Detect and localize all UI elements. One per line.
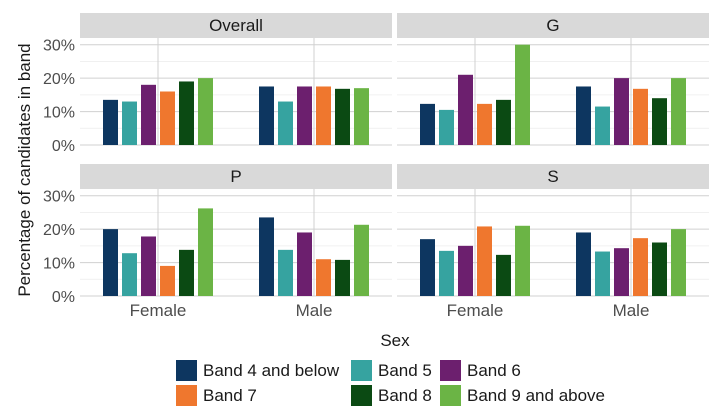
legend-swatch [176, 385, 197, 406]
legend-swatch [351, 385, 372, 406]
bar-overall-female-series-6 [198, 78, 213, 145]
bar-p-female-series-2 [122, 253, 137, 296]
legend-swatch [440, 385, 461, 406]
legend-item: Band 8 [351, 385, 432, 406]
bar-s-male-series-3 [614, 248, 629, 296]
x-tick-label: Male [613, 301, 650, 320]
bar-s-male-series-5 [652, 242, 667, 296]
y-tick-label: 10% [43, 256, 75, 273]
x-tick-label: Female [130, 301, 187, 320]
bar-overall-male-series-2 [278, 101, 293, 145]
bar-g-female-series-2 [439, 109, 454, 145]
bar-g-male-series-1 [576, 86, 591, 145]
facet-title-overall: Overall [209, 16, 263, 35]
bar-p-male-series-3 [297, 232, 312, 296]
bar-g-female-series-3 [458, 74, 473, 145]
faceted-bar-chart: Overall 0% 10% 20% 30% G P 0% 10% 20% 30% Female Mal… [15, 13, 709, 350]
y-tick-label: 30% [43, 38, 75, 55]
bar-s-female-series-4 [477, 226, 492, 296]
legend-label: Band 4 and below [203, 360, 340, 380]
facet-title-p: P [230, 167, 241, 186]
bar-overall-male-series-1 [259, 86, 274, 145]
bar-p-female-series-5 [179, 249, 194, 296]
bar-p-male-series-6 [354, 224, 369, 296]
y-tick-label: 10% [43, 105, 75, 122]
bar-s-male-series-1 [576, 232, 591, 296]
legend-label: Band 6 [467, 360, 521, 380]
y-tick-label: 30% [43, 189, 75, 206]
legend-swatch [176, 360, 197, 381]
bar-g-male-series-3 [614, 78, 629, 145]
x-axis-title: Sex [380, 331, 410, 350]
facet-title-g: G [546, 16, 559, 35]
bar-s-female-series-1 [420, 239, 435, 296]
legend-item: Band 5 [351, 360, 432, 381]
bar-p-male-series-5 [335, 259, 350, 296]
bar-s-female-series-5 [496, 254, 511, 296]
legend-item: Band 6 [440, 360, 521, 381]
bar-overall-male-series-5 [335, 88, 350, 145]
legend-swatch [351, 360, 372, 381]
bar-p-male-series-4 [316, 259, 331, 296]
bar-s-female-series-2 [439, 250, 454, 296]
bar-g-male-series-5 [652, 98, 667, 145]
legend: Band 4 and below Band 5 Band 6 Band 7 Band 8… [0, 352, 726, 416]
y-tick-label: 0% [52, 289, 75, 306]
legend-label: Band 9 and above [467, 385, 606, 405]
bar-s-male-series-6 [671, 229, 686, 296]
facet-strip-overall [80, 13, 392, 38]
y-tick-label: 0% [52, 138, 75, 155]
bar-overall-male-series-3 [297, 86, 312, 145]
bar-p-male-series-2 [278, 249, 293, 296]
legend-item: Band 9 and above [440, 385, 605, 406]
bar-p-female-series-6 [198, 208, 213, 296]
facet-strip-p [80, 164, 392, 189]
y-axis-title: Percentage of candidates in band [15, 43, 34, 296]
bar-p-female-series-1 [103, 229, 118, 296]
legend-label: Band 5 [378, 360, 432, 380]
bar-g-female-series-5 [496, 99, 511, 145]
bar-g-male-series-6 [671, 78, 686, 145]
bar-s-female-series-3 [458, 245, 473, 296]
bar-s-female-series-6 [515, 225, 530, 296]
bar-overall-female-series-1 [103, 99, 118, 145]
bar-overall-male-series-6 [354, 88, 369, 145]
bar-g-female-series-1 [420, 103, 435, 145]
facet-strip-s [397, 164, 709, 189]
bar-g-female-series-6 [515, 44, 530, 145]
legend-label: Band 8 [378, 385, 432, 405]
bar-p-male-series-1 [259, 217, 274, 296]
bar-overall-female-series-4 [160, 91, 175, 145]
y-tick-label: 20% [43, 222, 75, 239]
bar-g-male-series-4 [633, 88, 648, 145]
x-tick-label: Female [447, 301, 504, 320]
bar-p-female-series-4 [160, 265, 175, 296]
legend-label: Band 7 [203, 385, 257, 405]
bar-overall-female-series-3 [141, 84, 156, 145]
bar-s-male-series-2 [595, 251, 610, 296]
bar-p-female-series-3 [141, 236, 156, 296]
legend-swatch [440, 360, 461, 381]
bar-overall-female-series-2 [122, 101, 137, 145]
x-tick-label: Male [296, 301, 333, 320]
facet-title-s: S [547, 167, 558, 186]
bar-g-female-series-4 [477, 103, 492, 145]
bar-g-male-series-2 [595, 106, 610, 145]
legend-item: Band 7 [176, 385, 257, 406]
legend-item: Band 4 and below [176, 360, 339, 381]
facet-strip-g [397, 13, 709, 38]
bar-s-male-series-4 [633, 238, 648, 296]
bar-overall-female-series-5 [179, 81, 194, 145]
y-tick-label: 20% [43, 71, 75, 88]
bar-overall-male-series-4 [316, 86, 331, 145]
